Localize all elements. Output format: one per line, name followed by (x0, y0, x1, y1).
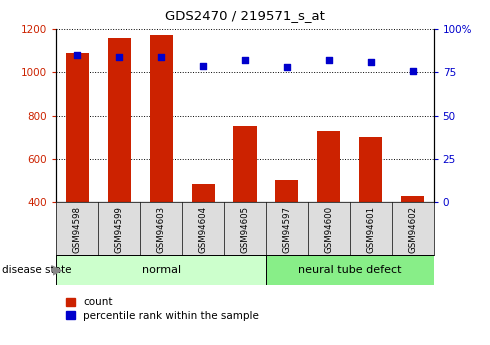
Point (409, 68, 416, 73)
Text: normal: normal (142, 265, 181, 275)
Bar (318, 131, 341, 288)
Text: GSM94604: GSM94604 (198, 206, 208, 253)
Bar (149, 35, 172, 288)
Text: GSM94605: GSM94605 (241, 206, 249, 253)
Point (241, 58, 249, 63)
Text: GSM94598: GSM94598 (73, 206, 82, 253)
Text: ▶: ▶ (53, 264, 63, 276)
Bar (359, 137, 382, 288)
Bar (401, 196, 424, 288)
Point (74, 52, 81, 58)
Bar (108, 38, 131, 288)
Text: GSM94599: GSM94599 (115, 206, 124, 253)
Text: GSM94600: GSM94600 (324, 206, 333, 253)
Point (115, 54, 123, 60)
Text: GSM94602: GSM94602 (408, 206, 417, 253)
Bar (66, 53, 89, 288)
Point (325, 58, 333, 63)
Text: GSM94601: GSM94601 (366, 206, 375, 253)
Bar (56, 255, 266, 285)
Text: disease state: disease state (2, 265, 72, 275)
Bar (233, 126, 257, 288)
Legend: count, percentile rank within the sample: count, percentile rank within the sample (62, 293, 264, 325)
Point (199, 63, 207, 68)
Text: GSM94597: GSM94597 (282, 206, 292, 253)
Bar (192, 184, 215, 288)
Text: GSM94603: GSM94603 (157, 206, 166, 253)
Bar (266, 255, 434, 285)
Point (157, 54, 165, 60)
Text: GDS2470 / 219571_s_at: GDS2470 / 219571_s_at (165, 9, 325, 22)
Text: neural tube defect: neural tube defect (298, 265, 402, 275)
Point (283, 65, 291, 70)
Bar (275, 180, 298, 288)
Point (367, 59, 375, 65)
